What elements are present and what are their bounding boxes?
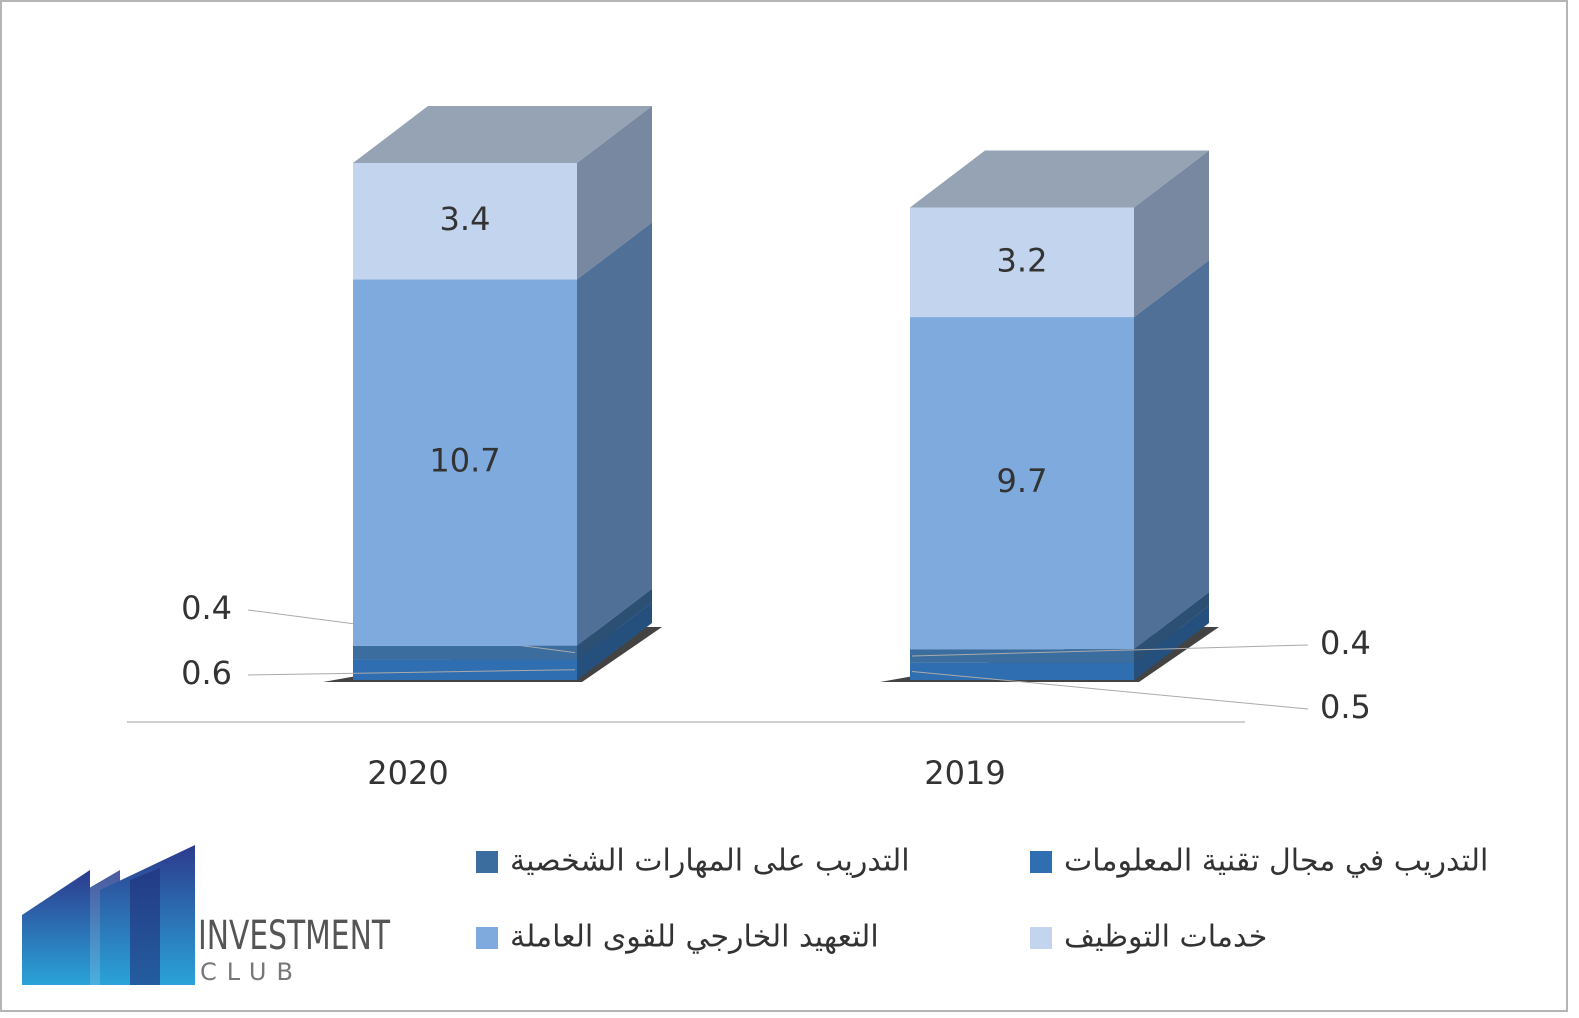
bar-side-shade	[577, 602, 652, 680]
legend-swatch	[476, 927, 498, 949]
bar-side	[577, 106, 652, 280]
bar-side-shade	[577, 588, 652, 660]
logo: INVESTMENT CLUB	[22, 845, 390, 986]
x-tick-label: 2019	[924, 754, 1005, 792]
value-label: 3.4	[440, 200, 491, 238]
legend-swatch	[1030, 851, 1052, 873]
bar-segment	[353, 645, 577, 660]
legend-label: خدمات التوظيف	[1064, 920, 1267, 955]
value-label: 3.2	[997, 241, 1048, 279]
bar-side	[1134, 605, 1209, 680]
bar-top	[353, 106, 652, 163]
bar-segment	[353, 659, 577, 680]
leader-line	[911, 644, 1309, 657]
bar-side	[1134, 150, 1209, 318]
value-label: 10.7	[429, 442, 500, 480]
logo-text: INVESTMENT	[198, 913, 390, 959]
logo-text: CLUB	[200, 958, 303, 986]
bar-segment	[910, 662, 1134, 680]
legend-label: التدريب في مجال تقنية المعلومات	[1064, 844, 1488, 879]
bar-side	[577, 602, 652, 680]
legend-label: التدريب على المهارات الشخصية	[510, 844, 910, 879]
bar-side	[577, 588, 652, 660]
legend-label: التعهيد الخارجي للقوى العاملة	[510, 920, 879, 955]
bar-segment	[910, 317, 1134, 650]
value-label: 0.4	[1320, 624, 1371, 662]
bar-segment	[353, 279, 577, 646]
bar-segment	[353, 163, 577, 280]
bar-segment	[910, 649, 1134, 663]
bar-segment	[910, 207, 1134, 318]
value-label: 0.5	[1320, 688, 1371, 726]
leader-line	[247, 669, 576, 676]
bar-side-shade	[1134, 260, 1209, 650]
logo-shape	[130, 868, 160, 985]
bar-top	[910, 150, 1209, 208]
bar-side	[577, 222, 652, 646]
bar-side-shade	[1134, 150, 1209, 318]
bar-side	[1134, 260, 1209, 650]
legend-swatch	[476, 851, 498, 873]
bar-side	[1134, 592, 1209, 663]
bar-side-shade	[1134, 592, 1209, 663]
bar-side-shade	[1134, 605, 1209, 680]
bar-side-shade	[577, 222, 652, 646]
leader-line	[911, 670, 1309, 710]
bar-side-shade	[577, 106, 652, 280]
value-label: 9.7	[997, 462, 1048, 500]
value-label: 0.4	[181, 589, 232, 627]
legend-swatch	[1030, 927, 1052, 949]
x-tick-label: 2020	[367, 754, 448, 792]
value-label: 0.6	[181, 654, 232, 692]
